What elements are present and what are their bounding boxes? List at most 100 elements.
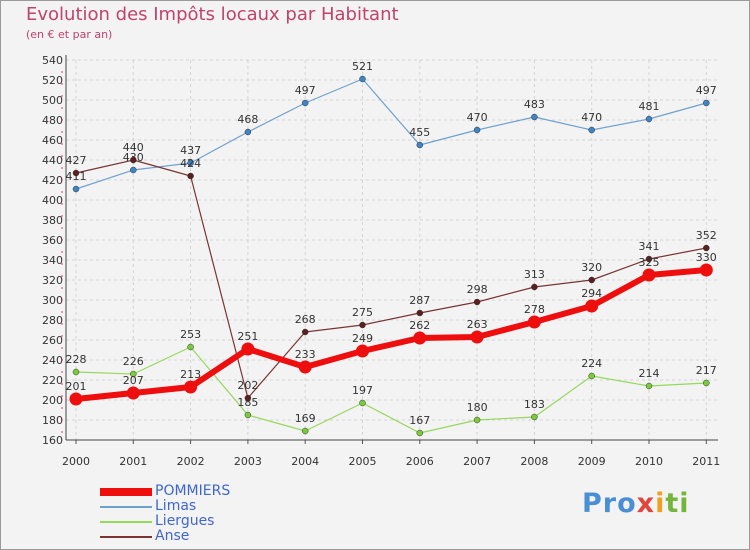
x-tick-label: 2006 <box>406 455 434 468</box>
chart-subtitle: (en € et par an) <box>26 28 113 41</box>
y-tick-label: 440 <box>42 154 63 167</box>
data-point-pommiers <box>699 263 713 277</box>
x-tick-label: 2010 <box>635 455 663 468</box>
data-point-pommiers <box>585 299 599 313</box>
data-label-pommiers: 249 <box>352 332 373 345</box>
data-point-limas <box>588 126 595 134</box>
y-tick-label: 360 <box>42 234 63 247</box>
data-label-anse: 287 <box>409 294 430 307</box>
data-point-pommiers <box>527 315 541 329</box>
data-point-limas <box>416 141 424 149</box>
data-label-pommiers: 278 <box>524 303 545 316</box>
data-point-anse <box>703 244 710 252</box>
data-point-limas <box>473 126 481 134</box>
data-point-limas <box>301 99 309 107</box>
data-point-anse <box>244 394 252 402</box>
logo-part-2: x <box>636 488 656 519</box>
data-label-limas: 455 <box>409 126 430 139</box>
series-line-limas <box>75 78 707 190</box>
data-label-liergues: 197 <box>352 384 373 397</box>
data-point-liergues <box>301 427 309 435</box>
data-point-pommiers <box>470 330 484 344</box>
data-point-pommiers <box>298 360 312 374</box>
chart-title: Evolution des Impôts locaux par Habitant <box>26 4 399 25</box>
x-tick-label: 2008 <box>520 455 548 468</box>
data-label-pommiers: 233 <box>295 348 316 361</box>
y-tick-label: 380 <box>42 214 63 227</box>
x-tick-label: 2003 <box>234 455 262 468</box>
data-label-anse: 424 <box>180 157 201 170</box>
data-label-limas: 483 <box>524 98 545 111</box>
data-label-pommiers: 262 <box>409 319 430 332</box>
data-point-limas <box>130 166 137 174</box>
x-tick-label: 2009 <box>578 455 606 468</box>
y-tick-label: 480 <box>42 114 63 127</box>
data-label-limas: 411 <box>66 170 87 183</box>
data-label-anse: 320 <box>581 261 602 274</box>
data-point-limas <box>645 115 653 123</box>
logo-part-1: Pro <box>582 488 637 519</box>
y-tick-label: 280 <box>42 314 63 327</box>
y-tick-label: 400 <box>42 194 63 207</box>
data-label-liergues: 185 <box>237 396 258 409</box>
data-label-limas: 470 <box>467 111 488 124</box>
data-label-limas: 521 <box>352 60 373 73</box>
y-tick-label: 420 <box>42 174 63 187</box>
data-label-liergues: 180 <box>467 401 488 414</box>
data-label-liergues: 183 <box>524 398 545 411</box>
data-label-liergues: 226 <box>123 355 144 368</box>
logo-part-3: i <box>655 488 666 519</box>
y-tick-label: 240 <box>42 354 63 367</box>
data-point-anse <box>645 255 653 263</box>
data-label-anse: 298 <box>467 283 488 296</box>
data-point-anse <box>187 172 194 180</box>
data-label-liergues: 169 <box>295 412 316 425</box>
data-point-pommiers <box>69 392 83 406</box>
x-tick-label: 2005 <box>349 455 377 468</box>
data-label-liergues: 224 <box>581 357 602 370</box>
data-label-limas: 470 <box>581 111 602 124</box>
logo-part-4: ti <box>665 488 690 519</box>
proxiti-logo: Proxiti <box>582 488 690 519</box>
data-label-pommiers: 201 <box>66 380 87 393</box>
data-label-pommiers: 263 <box>467 318 488 331</box>
data-label-liergues: 253 <box>180 328 201 341</box>
y-tick-label: 500 <box>42 94 63 107</box>
data-label-anse: 341 <box>639 240 660 253</box>
data-point-liergues <box>416 429 424 437</box>
data-point-liergues <box>130 370 137 378</box>
legend-label-liergues: Liergues <box>155 513 215 529</box>
y-tick-label: 260 <box>42 334 63 347</box>
data-label-pommiers: 251 <box>237 330 258 343</box>
x-tick-label: 2001 <box>119 455 147 468</box>
data-point-liergues <box>531 413 538 421</box>
data-point-pommiers <box>126 386 140 400</box>
data-point-liergues <box>359 399 366 407</box>
series-line-pommiers <box>75 267 707 402</box>
y-tick-label: 520 <box>42 74 63 87</box>
data-point-pommiers <box>642 268 656 282</box>
y-tick-label: 220 <box>42 374 63 387</box>
data-label-anse: 268 <box>295 313 316 326</box>
data-label-anse: 427 <box>66 154 87 167</box>
data-point-liergues <box>703 379 710 387</box>
legend-swatch-limas <box>100 506 152 508</box>
plot-area <box>66 60 718 440</box>
x-tick-label: 2007 <box>463 455 491 468</box>
series-line-liergues <box>75 346 707 434</box>
x-tick-label: 2000 <box>62 455 90 468</box>
data-label-limas: 497 <box>295 84 316 97</box>
x-tick-label: 2002 <box>177 455 205 468</box>
data-label-pommiers: 294 <box>581 287 602 300</box>
y-tick-label: 340 <box>42 254 63 267</box>
data-point-liergues <box>187 343 194 351</box>
legend-swatch-liergues <box>100 521 152 523</box>
data-point-pommiers <box>413 331 427 345</box>
series-line-anse <box>75 159 707 399</box>
data-point-limas <box>359 75 366 83</box>
data-point-anse <box>473 298 481 306</box>
y-tick-label: 200 <box>42 394 63 407</box>
data-label-pommiers: 325 <box>639 256 660 269</box>
legend-label-limas: Limas <box>155 498 197 514</box>
x-tick-label: 2011 <box>692 455 720 468</box>
